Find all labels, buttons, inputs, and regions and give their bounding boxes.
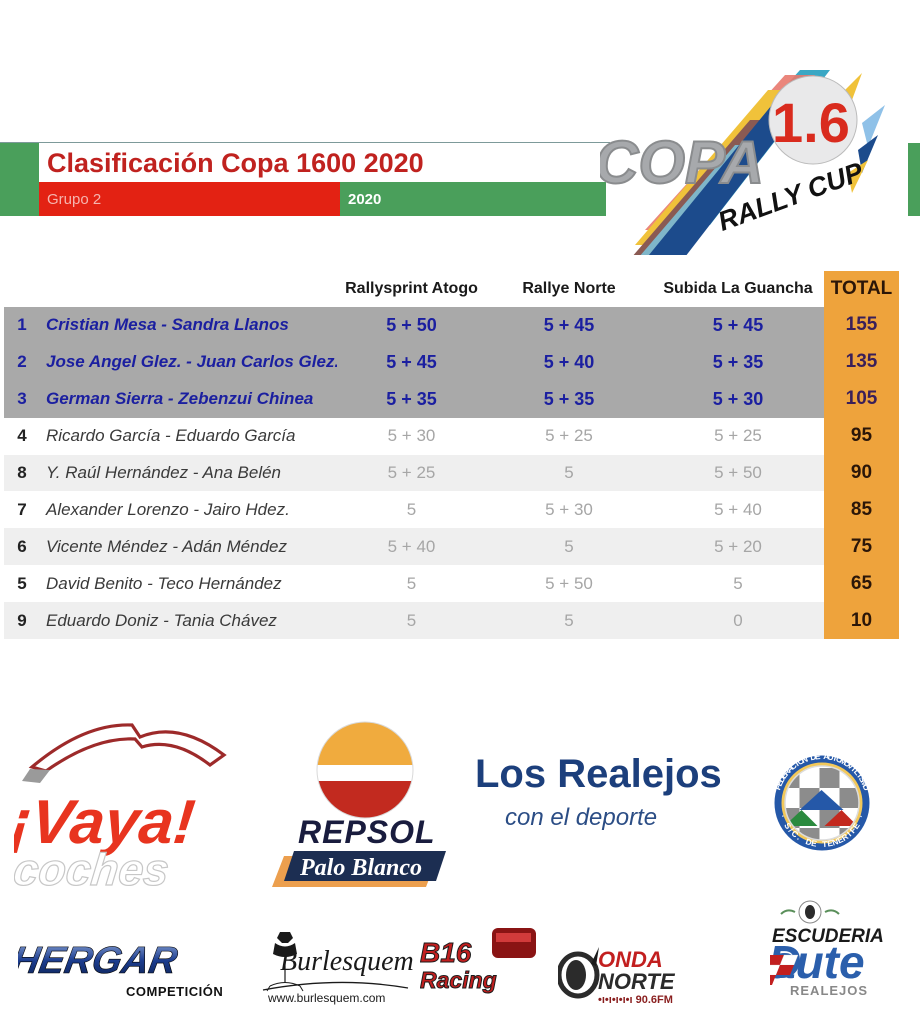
svg-text:•ı•ı•ı•ı•ı 90.6FM: •ı•ı•ı•ı•ı 90.6FM: [598, 994, 673, 1006]
svg-text:Burlesquem: Burlesquem: [280, 946, 414, 977]
svg-text:con el deporte: con el deporte: [505, 804, 657, 831]
svg-text:Los Realejos: Los Realejos: [475, 752, 722, 796]
svg-text:COPA: COPA: [600, 129, 764, 196]
svg-text:HERGAR: HERGAR: [18, 939, 181, 982]
svg-text:B16: B16: [420, 937, 472, 968]
svg-text:REALEJOS: REALEJOS: [790, 983, 868, 998]
svg-text:Palo Blanco: Palo Blanco: [299, 855, 422, 881]
svg-text:COMPETICIÓN: COMPETICIÓN: [126, 984, 223, 999]
svg-text:REPSOL: REPSOL: [298, 814, 436, 850]
svg-text:Racing: Racing: [420, 967, 497, 993]
svg-text:coches: coches: [14, 844, 171, 890]
svg-text:www.burlesquem.com: www.burlesquem.com: [267, 991, 385, 1005]
svg-text:E: E: [814, 751, 821, 762]
svg-text:1.6: 1.6: [772, 91, 850, 154]
svg-text:NORTE: NORTE: [598, 969, 676, 994]
